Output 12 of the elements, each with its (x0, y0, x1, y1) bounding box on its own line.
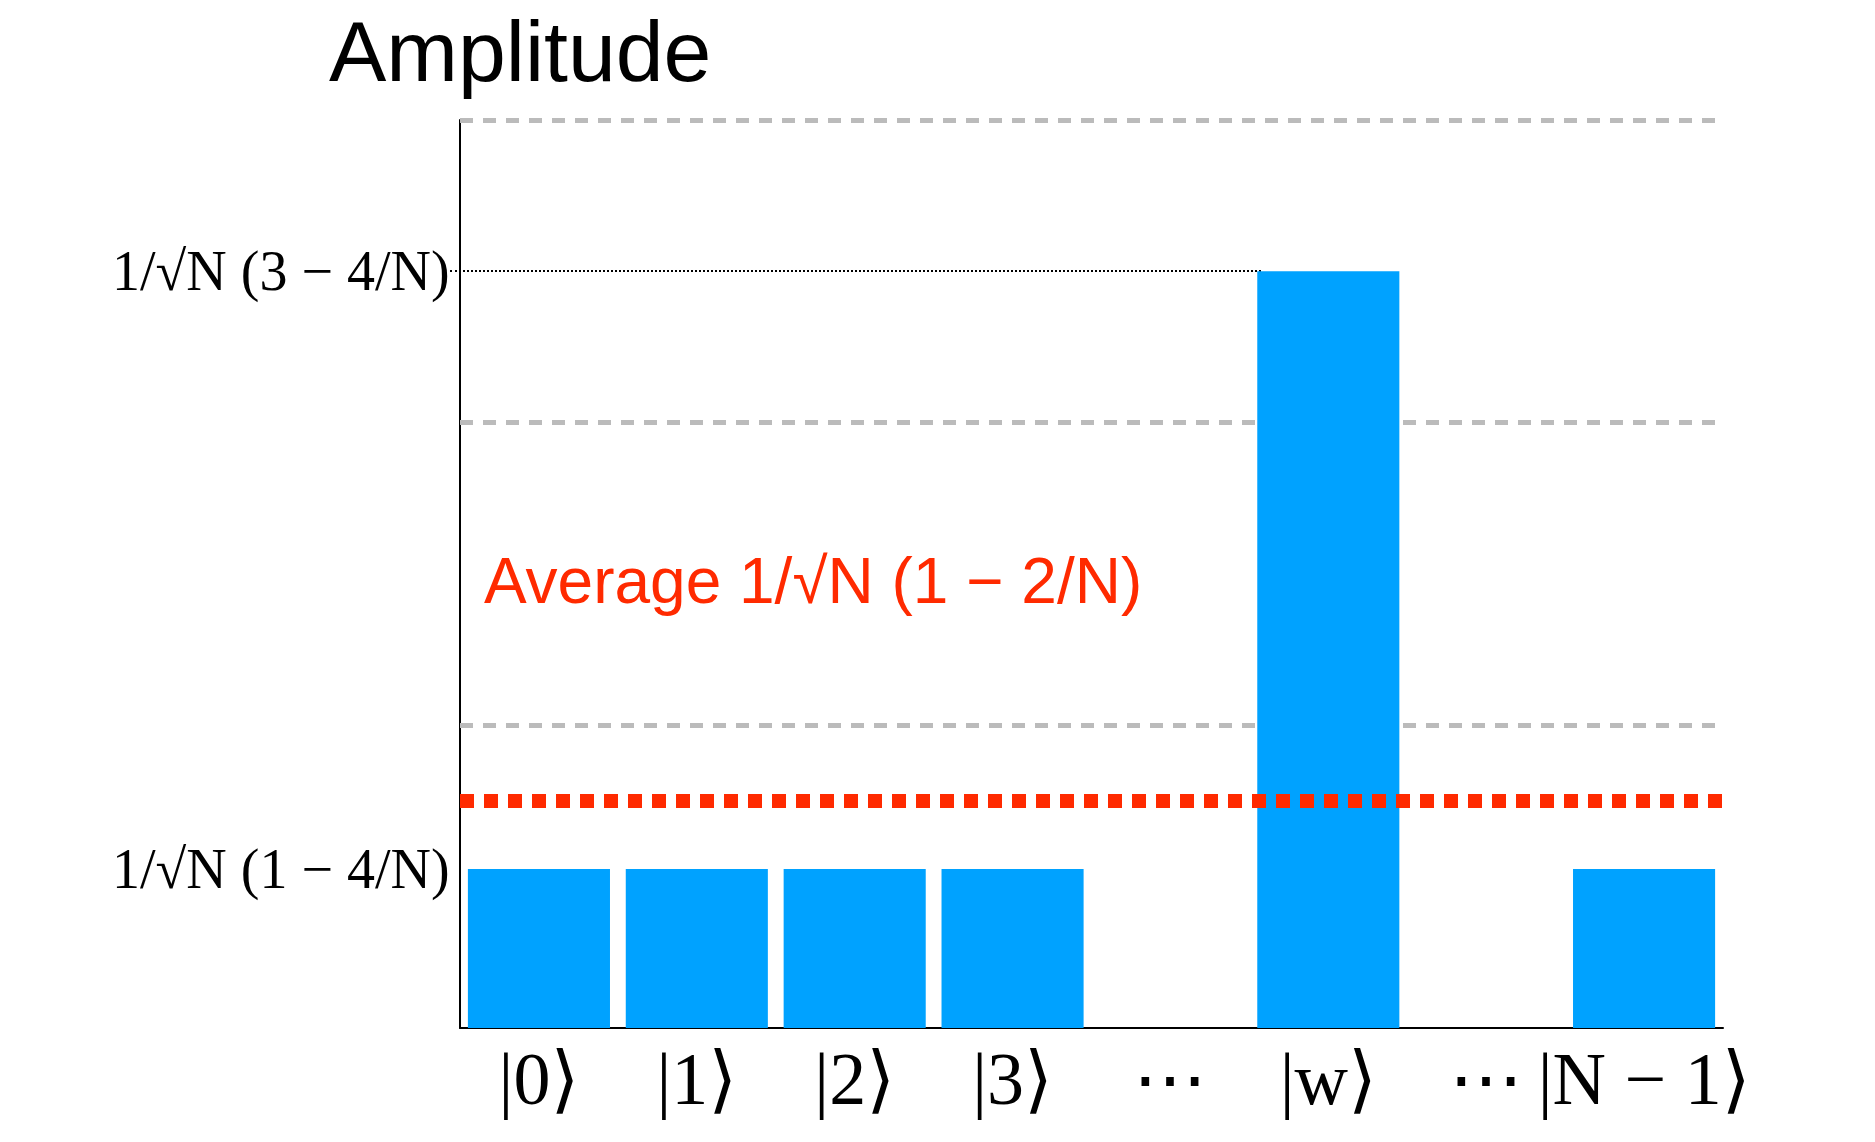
x-tick-label: |0⟩ (498, 1038, 580, 1120)
x-tick-label: ⋯ (1449, 1038, 1524, 1120)
x-tick-label: ⋯ (1133, 1038, 1208, 1120)
ref-line-label: Average 1/√N (1 − 2/N) (484, 545, 1143, 617)
x-tick-label: |3⟩ (972, 1038, 1053, 1120)
annotation: 1/√N (1 − 4/N) (112, 838, 450, 901)
text: 1/√N (3 − 4/N) (112, 240, 450, 303)
x-tick-label: |1⟩ (656, 1038, 738, 1120)
x-tick-label: |2⟩ (814, 1038, 896, 1120)
y-axis-title: Amplitude (329, 3, 712, 99)
x-tick-label: |N − 1⟩ (1537, 1038, 1751, 1120)
x-tick-label: |w⟩ (1279, 1038, 1377, 1120)
